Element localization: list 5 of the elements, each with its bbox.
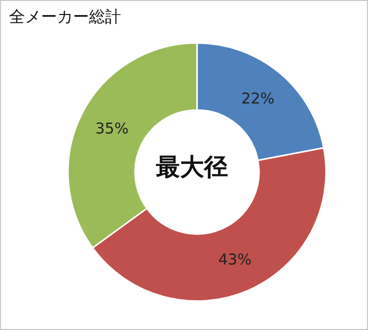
text: 最大径 <box>155 153 228 181</box>
data-label: 22% <box>241 89 275 108</box>
data-label: 43% <box>218 250 252 269</box>
chart-title: 全メーカー総計 <box>9 7 121 28</box>
data-label: 35% <box>95 120 129 138</box>
